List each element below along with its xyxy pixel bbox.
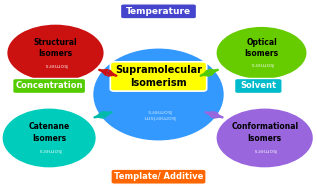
Text: Conformational
Isomers: Conformational Isomers — [231, 122, 298, 143]
FancyBboxPatch shape — [110, 62, 207, 91]
FancyBboxPatch shape — [120, 4, 197, 19]
Text: Solvent: Solvent — [240, 81, 276, 91]
Ellipse shape — [2, 108, 97, 168]
Text: Isomers: Isomers — [44, 62, 67, 67]
Text: Isomers: Isomers — [250, 61, 273, 66]
Text: Optical
Isomers: Optical Isomers — [244, 38, 279, 58]
Text: Concentration: Concentration — [16, 81, 83, 91]
Text: Isomerism
Isomers: Isomerism Isomers — [142, 108, 175, 119]
Text: Temperature: Temperature — [126, 7, 191, 16]
Ellipse shape — [92, 47, 225, 142]
Ellipse shape — [216, 108, 314, 168]
Text: Isomers: Isomers — [253, 147, 276, 152]
FancyBboxPatch shape — [13, 78, 86, 94]
FancyBboxPatch shape — [235, 78, 282, 94]
Text: Isomers: Isomers — [37, 147, 61, 152]
Text: Structural
Isomers: Structural Isomers — [34, 38, 77, 58]
FancyBboxPatch shape — [111, 169, 206, 184]
Text: Template/ Additive: Template/ Additive — [114, 172, 203, 181]
Ellipse shape — [6, 24, 105, 82]
Text: Supramolecular
Isomerism: Supramolecular Isomerism — [115, 65, 202, 88]
Ellipse shape — [216, 26, 307, 80]
Text: Catenane
Isomers: Catenane Isomers — [29, 122, 70, 143]
